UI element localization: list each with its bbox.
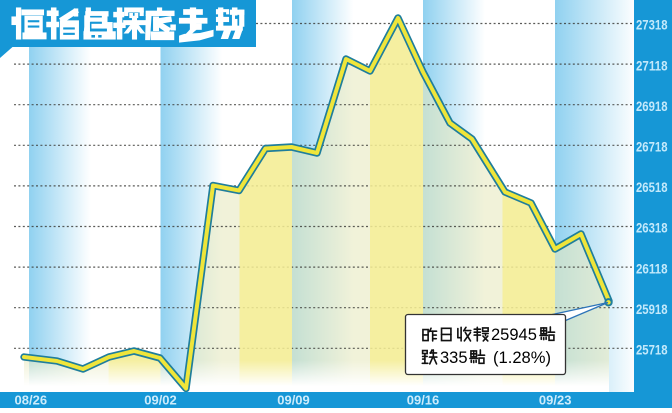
svg-text:09/09: 09/09 (277, 394, 310, 408)
svg-text:09/16: 09/16 (407, 394, 440, 408)
svg-text:09/02: 09/02 (144, 394, 177, 408)
svg-text:335: 335 (440, 349, 468, 367)
svg-text:25945: 25945 (491, 326, 537, 344)
svg-text:09/23: 09/23 (539, 394, 572, 408)
svg-text:26918: 26918 (636, 99, 668, 114)
svg-text:26118: 26118 (636, 261, 668, 276)
svg-text:26718: 26718 (636, 140, 668, 155)
svg-text:27318: 27318 (636, 18, 668, 33)
svg-text:26318: 26318 (636, 221, 668, 236)
svg-text:(1.28%): (1.28%) (493, 349, 551, 367)
svg-text:26518: 26518 (636, 180, 668, 195)
svg-text:08/26: 08/26 (15, 394, 48, 408)
svg-text:27118: 27118 (636, 58, 668, 73)
svg-text:25918: 25918 (636, 302, 668, 317)
svg-text:25718: 25718 (636, 343, 668, 358)
